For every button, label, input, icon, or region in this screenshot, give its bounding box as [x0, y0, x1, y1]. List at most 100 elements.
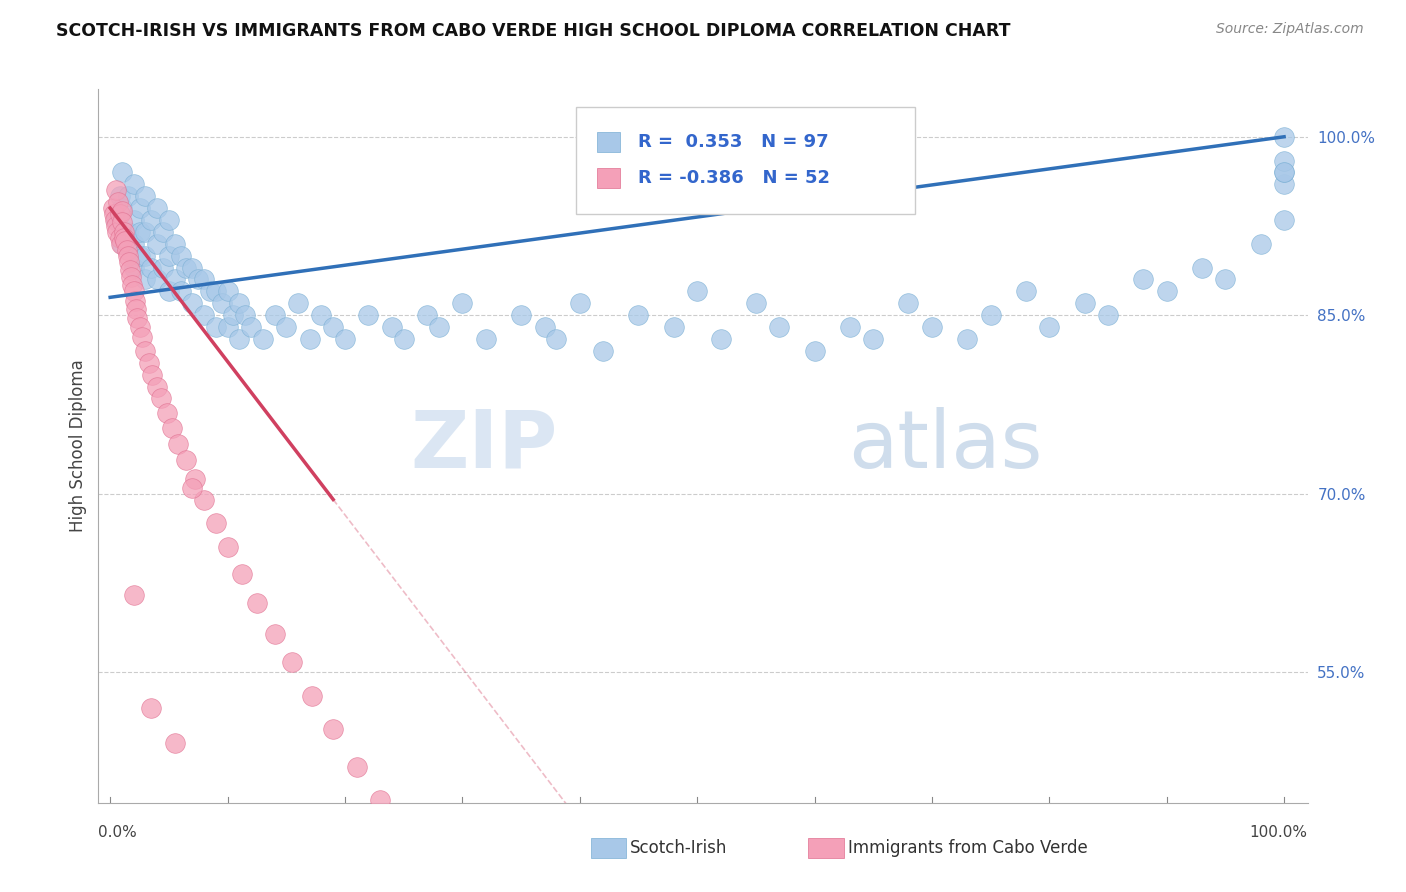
Point	[163, 236, 186, 251]
Point	[1038, 320, 1060, 334]
Point	[475, 332, 498, 346]
Point	[357, 308, 380, 322]
Point	[141, 260, 163, 275]
FancyBboxPatch shape	[576, 107, 915, 214]
Point	[217, 285, 239, 299]
Text: R =  0.353   N = 97: R = 0.353 N = 97	[638, 133, 830, 151]
Point	[105, 213, 128, 227]
Point	[768, 320, 790, 334]
Point	[222, 308, 245, 322]
Point	[146, 379, 169, 393]
Point	[263, 627, 285, 641]
Point	[108, 231, 131, 245]
Point	[246, 596, 269, 610]
Point	[105, 225, 128, 239]
Text: R = -0.386   N = 52: R = -0.386 N = 52	[638, 169, 831, 187]
Point	[710, 332, 733, 346]
Point	[1272, 165, 1295, 179]
Point	[1132, 272, 1154, 286]
FancyBboxPatch shape	[596, 132, 620, 152]
Text: Source: ZipAtlas.com: Source: ZipAtlas.com	[1216, 22, 1364, 37]
Point	[311, 308, 333, 322]
Point	[322, 320, 344, 334]
Point	[1156, 285, 1178, 299]
Point	[157, 249, 180, 263]
Point	[1250, 236, 1272, 251]
Point	[181, 296, 204, 310]
Point	[838, 320, 860, 334]
Point	[108, 189, 131, 203]
Point	[152, 225, 174, 239]
Y-axis label: High School Diploma: High School Diploma	[69, 359, 87, 533]
Point	[921, 320, 943, 334]
Point	[217, 320, 239, 334]
Point	[146, 236, 169, 251]
Point	[193, 308, 215, 322]
Point	[128, 225, 150, 239]
Point	[128, 249, 150, 263]
Point	[128, 320, 150, 334]
Point	[111, 215, 134, 229]
Point	[1015, 285, 1038, 299]
Point	[122, 260, 145, 275]
Point	[141, 700, 163, 714]
Point	[115, 243, 138, 257]
Point	[118, 254, 141, 268]
Point	[105, 219, 128, 233]
Point	[117, 189, 139, 203]
Point	[134, 189, 156, 203]
Point	[803, 343, 825, 358]
Point	[169, 285, 191, 299]
Point	[240, 320, 263, 334]
Point	[231, 567, 253, 582]
Point	[134, 272, 156, 286]
Point	[980, 308, 1002, 322]
Point	[1191, 260, 1213, 275]
Point	[128, 201, 150, 215]
Point	[193, 492, 215, 507]
Text: ZIP: ZIP	[411, 407, 558, 485]
Point	[122, 588, 145, 602]
Point	[416, 308, 439, 322]
Point	[112, 231, 135, 245]
Point	[298, 332, 321, 346]
Point	[114, 235, 136, 249]
Point	[592, 343, 614, 358]
Point	[533, 320, 555, 334]
Point	[181, 481, 204, 495]
Point	[1272, 178, 1295, 192]
Point	[124, 293, 146, 308]
Point	[122, 236, 145, 251]
Point	[686, 285, 709, 299]
Point	[862, 332, 884, 346]
Point	[211, 296, 233, 310]
Point	[427, 320, 450, 334]
Point	[204, 285, 226, 299]
Point	[155, 406, 177, 420]
Point	[112, 225, 135, 239]
Point	[176, 260, 198, 275]
Point	[120, 270, 142, 285]
Point	[146, 272, 169, 286]
Point	[152, 260, 174, 275]
Point	[141, 368, 163, 382]
Point	[627, 308, 650, 322]
Point	[183, 472, 205, 486]
Point	[228, 296, 250, 310]
Text: SCOTCH-IRISH VS IMMIGRANTS FROM CABO VERDE HIGH SCHOOL DIPLOMA CORRELATION CHART: SCOTCH-IRISH VS IMMIGRANTS FROM CABO VER…	[56, 22, 1011, 40]
Point	[157, 285, 180, 299]
Point	[134, 249, 156, 263]
Point	[252, 332, 274, 346]
Point	[217, 540, 239, 554]
Point	[149, 392, 172, 406]
Point	[108, 207, 131, 221]
Point	[107, 195, 129, 210]
Point	[193, 272, 215, 286]
Point	[104, 213, 127, 227]
Point	[110, 236, 132, 251]
Point	[228, 332, 250, 346]
Point	[346, 760, 368, 774]
Point	[122, 285, 145, 299]
Point	[745, 296, 768, 310]
Point	[131, 329, 153, 343]
